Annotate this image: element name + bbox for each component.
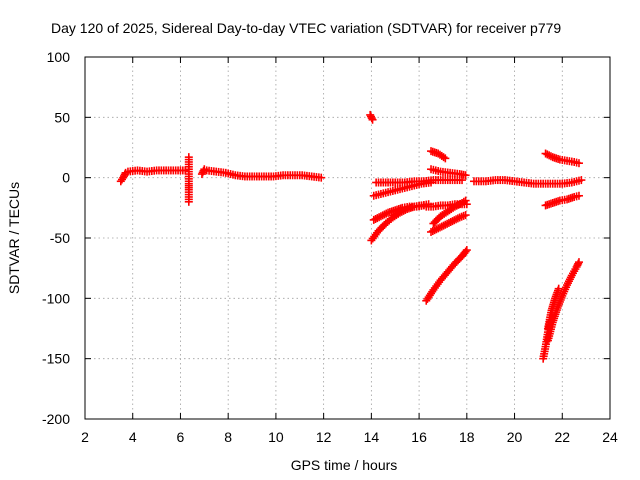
data-point bbox=[450, 202, 459, 211]
x-tick-label: 22 bbox=[554, 429, 570, 445]
data-point bbox=[378, 211, 387, 220]
data-point bbox=[373, 214, 382, 223]
y-tick-label: 100 bbox=[47, 49, 71, 65]
data-point bbox=[371, 214, 380, 223]
data-point bbox=[441, 154, 450, 163]
data-point bbox=[577, 176, 586, 185]
data-point bbox=[462, 246, 471, 255]
data-point bbox=[376, 212, 385, 221]
data-point bbox=[382, 209, 391, 218]
data-point bbox=[368, 115, 377, 124]
data-point bbox=[441, 220, 450, 229]
data-point bbox=[450, 216, 459, 225]
x-tick-label: 24 bbox=[602, 429, 618, 445]
x-tick-label: 18 bbox=[459, 429, 475, 445]
data-point bbox=[545, 151, 554, 160]
data-point bbox=[427, 227, 436, 236]
data-point bbox=[439, 221, 448, 230]
x-tick-label: 14 bbox=[364, 429, 380, 445]
data-point bbox=[459, 197, 468, 206]
y-tick-label: -100 bbox=[42, 290, 70, 306]
data-point bbox=[184, 197, 193, 206]
x-tick-label: 2 bbox=[81, 429, 89, 445]
data-point bbox=[453, 214, 462, 223]
x-tick-label: 6 bbox=[177, 429, 185, 445]
data-point bbox=[452, 201, 461, 210]
data-point bbox=[541, 149, 550, 158]
y-axis: -200 -150 -100 -50 0 50 100 bbox=[42, 49, 610, 427]
data-point bbox=[444, 218, 453, 227]
y-tick-label: -150 bbox=[42, 351, 70, 367]
x-tick-label: 8 bbox=[224, 429, 232, 445]
data-point bbox=[375, 213, 384, 222]
data-point bbox=[434, 224, 443, 233]
data-point bbox=[428, 227, 437, 236]
data-point bbox=[317, 173, 326, 182]
data-point bbox=[446, 218, 455, 227]
data-point bbox=[461, 171, 470, 180]
x-tick-label: 4 bbox=[129, 429, 137, 445]
data-point bbox=[380, 210, 389, 219]
data-point bbox=[554, 284, 563, 293]
data-point bbox=[461, 247, 470, 256]
data-point bbox=[181, 166, 190, 175]
data-point bbox=[574, 159, 583, 168]
data-point bbox=[461, 211, 470, 220]
x-tick-label: 12 bbox=[316, 429, 332, 445]
data-point bbox=[435, 223, 444, 232]
data-point bbox=[574, 191, 583, 200]
data-point bbox=[543, 150, 552, 159]
data-point bbox=[369, 215, 378, 224]
y-tick-label: -50 bbox=[50, 230, 70, 246]
data-point bbox=[574, 258, 583, 267]
y-axis-label: SDTVAR / TECUs bbox=[6, 182, 22, 294]
data-point bbox=[454, 200, 463, 209]
y-tick-label: -200 bbox=[42, 411, 70, 427]
x-tick-label: 10 bbox=[268, 429, 284, 445]
data-markers bbox=[116, 110, 586, 363]
y-tick-label: 0 bbox=[62, 170, 70, 186]
y-tick-label: 50 bbox=[54, 109, 70, 125]
data-point bbox=[546, 152, 555, 161]
x-axis-label: GPS time / hours bbox=[291, 457, 398, 473]
data-point bbox=[432, 225, 441, 234]
data-point bbox=[461, 196, 470, 205]
chart-title: Day 120 of 2025, Sidereal Day-to-day VTE… bbox=[51, 20, 561, 36]
x-axis: 2 4 6 8 10 12 14 16 18 20 22 24 bbox=[81, 57, 618, 445]
data-point bbox=[430, 226, 439, 235]
grid bbox=[85, 57, 610, 419]
x-tick-label: 16 bbox=[411, 429, 427, 445]
data-point bbox=[448, 217, 457, 226]
data-point bbox=[452, 215, 461, 224]
x-tick-label: 20 bbox=[507, 429, 523, 445]
data-point bbox=[443, 219, 452, 228]
data-point bbox=[439, 153, 448, 162]
data-point bbox=[437, 222, 446, 231]
